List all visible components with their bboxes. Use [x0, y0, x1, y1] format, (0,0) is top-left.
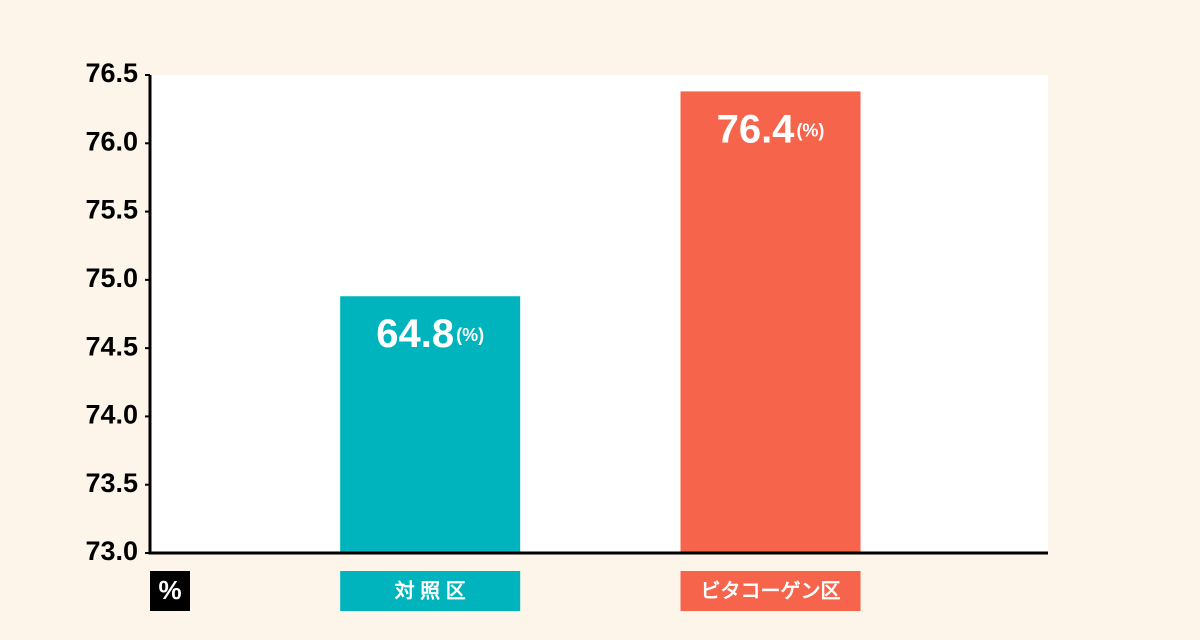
y-tick-label: 74.5	[85, 331, 138, 361]
y-tick-label: 75.5	[85, 195, 138, 225]
bar-label: 76.4 (%)	[717, 107, 825, 151]
y-tick-label: 73.0	[85, 536, 138, 566]
x-tick-label: ビタコーゲン区	[701, 579, 841, 602]
y-tick-label: 76.5	[85, 58, 138, 88]
bar	[680, 91, 861, 553]
y-tick-label: 76.0	[85, 126, 138, 156]
y-tick-label: 73.5	[85, 468, 138, 498]
bar	[340, 296, 521, 553]
x-tick-label: 対 照 区	[394, 579, 466, 602]
category-box	[340, 571, 521, 611]
y-tick-label: 74.0	[85, 400, 138, 430]
bar-label-unit: (%)	[796, 120, 824, 140]
plot-area	[150, 75, 1048, 553]
bar-label: 64.8 (%)	[376, 312, 484, 356]
y-unit-box	[150, 571, 190, 611]
bar-label-value: 76.4	[717, 107, 796, 151]
bar-label-value: 64.8	[376, 312, 454, 356]
bar-label-unit: (%)	[456, 325, 484, 345]
category-box	[680, 571, 861, 611]
y-tick-label: 75.0	[85, 263, 138, 293]
y-axis-label: %	[158, 575, 181, 605]
